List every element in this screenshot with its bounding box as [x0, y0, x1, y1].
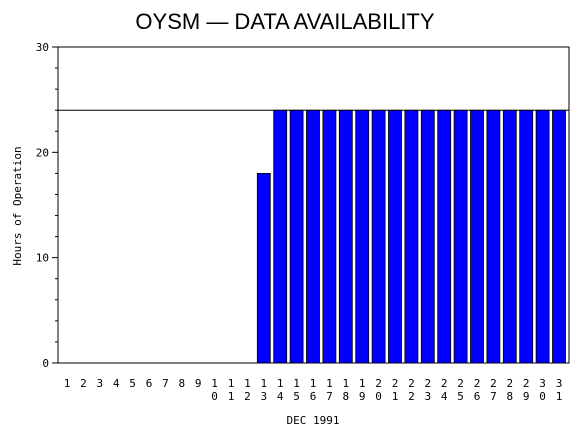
x-tick-label-27-digit-2: 7: [490, 390, 497, 403]
bar-dec-21: [388, 109, 402, 364]
bar-dec-22: [404, 109, 419, 364]
bar-dec-19: [355, 109, 370, 364]
x-tick-label-25-digit-1: 2: [457, 377, 464, 390]
x-tick-label-28-digit-1: 2: [506, 377, 513, 390]
x-tick-label-16-digit-1: 1: [310, 377, 317, 390]
x-tick-label-5: 5: [129, 377, 136, 390]
bar-dec-13: [256, 172, 271, 364]
x-tick-label-23-digit-1: 2: [424, 377, 431, 390]
x-tick-label-18-digit-1: 1: [342, 377, 349, 390]
x-tick-label-3: 3: [96, 377, 103, 390]
x-tick-label-19-digit-2: 9: [359, 390, 366, 403]
x-tick-label-25-digit-2: 5: [457, 390, 464, 403]
x-tick-label-20-digit-1: 2: [375, 377, 382, 390]
bar-dec-23: [420, 109, 435, 364]
x-tick-label-2: 2: [80, 377, 87, 390]
x-tick-label-24-digit-1: 2: [441, 377, 448, 390]
x-tick-label-10-digit-2: 0: [211, 390, 218, 403]
x-tick-label-22-digit-1: 2: [408, 377, 415, 390]
bar-dec-14: [273, 109, 288, 364]
x-tick-label-12-digit-2: 2: [244, 390, 251, 403]
bar-dec-15: [289, 109, 304, 364]
x-tick-label-12-digit-1: 1: [244, 377, 251, 390]
x-tick-label-8: 8: [178, 377, 185, 390]
bar-dec-28: [502, 109, 517, 364]
x-axis-label: DEC 1991: [287, 414, 340, 427]
x-tick-label-21-digit-1: 2: [392, 377, 399, 390]
x-tick-label-29-digit-2: 9: [523, 390, 530, 403]
x-tick-label-4: 4: [113, 377, 120, 390]
x-tick-label-10-digit-1: 1: [211, 377, 218, 390]
x-tick-label-29-digit-1: 2: [523, 377, 530, 390]
x-tick-label-1: 1: [64, 377, 71, 390]
x-tick-label-9: 9: [195, 377, 202, 390]
bar-dec-27: [486, 109, 501, 364]
chart-title: OYSM — DATA AVAILABILITY: [135, 9, 434, 34]
x-tick-label-18-digit-2: 8: [342, 390, 349, 403]
x-tick-label-14-digit-2: 4: [277, 390, 284, 403]
y-tick-label: 20: [36, 146, 49, 159]
bar-dec-24: [437, 109, 452, 364]
y-tick-label: 0: [42, 357, 49, 370]
x-tick-label-22-digit-2: 2: [408, 390, 415, 403]
bar-dec-17: [322, 109, 337, 364]
y-axis-label: Hours of Operation: [11, 146, 24, 265]
x-tick-label-15-digit-2: 5: [293, 390, 300, 403]
bar-dec-18: [338, 109, 353, 364]
bar-dec-20: [371, 109, 386, 364]
x-tick-label-11-digit-2: 1: [228, 390, 235, 403]
x-tick-label-7: 7: [162, 377, 169, 390]
x-tick-label-30-digit-1: 3: [539, 377, 546, 390]
y-tick-label: 30: [36, 41, 49, 54]
x-tick-label-6: 6: [146, 377, 153, 390]
x-tick-label-13-digit-1: 1: [260, 377, 267, 390]
bar-dec-29: [519, 109, 534, 364]
x-tick-label-15-digit-1: 1: [293, 377, 300, 390]
plot-frame: [57, 46, 570, 364]
bar-dec-30: [535, 109, 550, 364]
x-tick-label-23-digit-2: 3: [424, 390, 431, 403]
x-tick-label-27-digit-1: 2: [490, 377, 497, 390]
x-tick-label-14-digit-1: 1: [277, 377, 284, 390]
x-tick-label-26-digit-2: 6: [474, 390, 481, 403]
x-tick-label-16-digit-2: 6: [310, 390, 317, 403]
x-tick-label-19-digit-1: 1: [359, 377, 366, 390]
x-tick-label-30-digit-2: 0: [539, 390, 546, 403]
bar-dec-31: [552, 109, 566, 364]
x-tick-label-31-digit-1: 3: [556, 377, 563, 390]
x-tick-label-26-digit-1: 2: [474, 377, 481, 390]
bar-dec-25: [453, 109, 468, 364]
x-tick-label-24-digit-2: 4: [441, 390, 448, 403]
x-tick-label-28-digit-2: 8: [506, 390, 513, 403]
y-tick-label: 10: [36, 252, 49, 265]
x-tick-label-20-digit-2: 0: [375, 390, 382, 403]
x-tick-label-13-digit-2: 3: [260, 390, 267, 403]
x-tick-label-21-digit-2: 1: [392, 390, 399, 403]
bar-dec-16: [306, 109, 320, 364]
x-tick-label-31-digit-2: 1: [556, 390, 563, 403]
x-tick-label-11-digit-1: 1: [228, 377, 235, 390]
x-tick-label-17-digit-1: 1: [326, 377, 333, 390]
bar-dec-26: [470, 109, 484, 364]
x-tick-label-17-digit-2: 7: [326, 390, 333, 403]
